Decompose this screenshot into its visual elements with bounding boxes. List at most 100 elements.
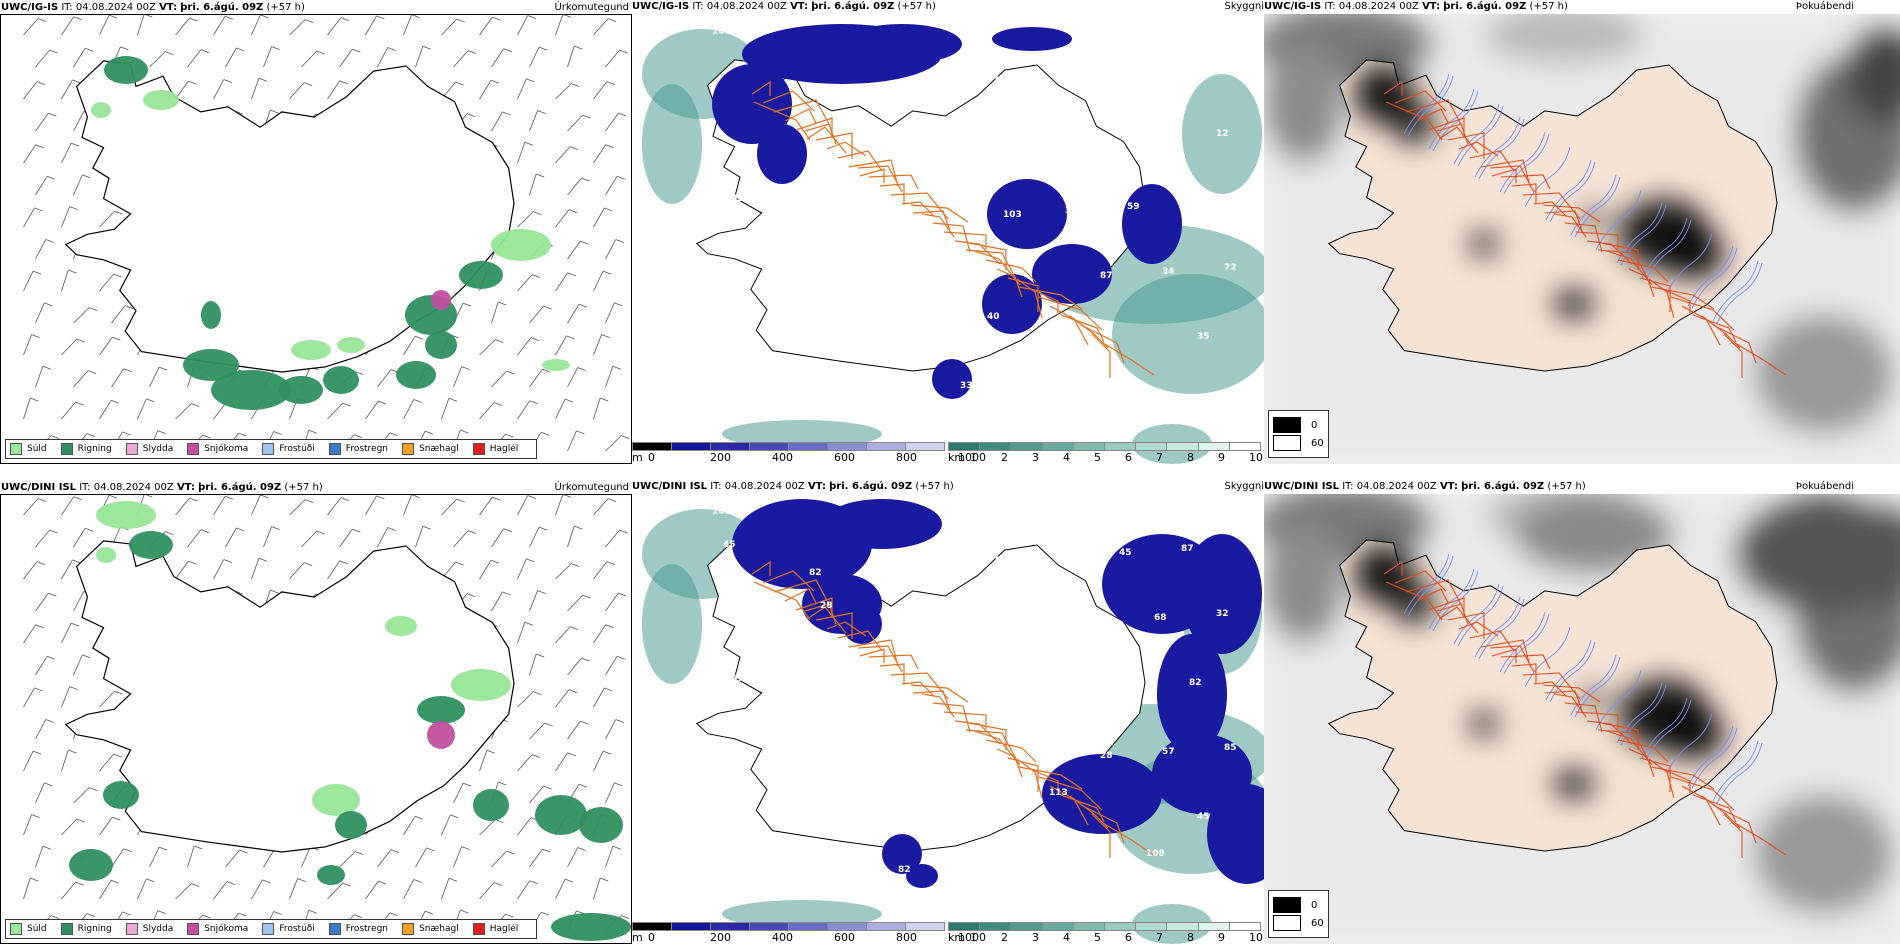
cloud-base-value: 52	[1030, 621, 1043, 631]
colorbar-segment	[827, 442, 867, 451]
legend-item: Súld	[10, 443, 47, 455]
colorbar-tick: 4	[1063, 451, 1070, 464]
colorbar-segment	[671, 442, 711, 451]
cloud-base-value: 113	[1049, 788, 1068, 798]
colorbar-tick: 5	[1094, 931, 1101, 944]
legend-label: Súld	[27, 924, 47, 934]
colorbar-tick: 8	[1187, 931, 1194, 944]
fog-panel-bottom: UWC/DINI ISL IT: 04.08.2024 00Z VT: þri.…	[1264, 481, 1900, 944]
legend-item: Rigning	[60, 923, 112, 935]
legend-swatch	[262, 443, 275, 455]
cloud-base-value: 38	[933, 80, 946, 90]
cloud-base-value: 79	[766, 739, 779, 749]
legend-swatch	[402, 923, 415, 935]
cloud-base-value: 70	[1022, 857, 1035, 867]
colorbar-tick: 2	[1001, 931, 1008, 944]
cloud-base-value: 67	[731, 674, 744, 684]
colorbar-segment	[1135, 442, 1168, 451]
legend-label: Snjókoma	[204, 924, 249, 934]
colorbar-segment	[1072, 442, 1106, 451]
colorbar-segment	[710, 922, 750, 931]
colorbar-segment	[788, 442, 828, 451]
legend-swatch	[187, 443, 200, 455]
fog-panel-label: Þokuábendi	[1795, 481, 1854, 492]
cloud-base-value: 109	[1065, 686, 1084, 696]
fog-legend-item: 0	[1273, 897, 1324, 913]
panel-title: UWC/IG-IS IT: 04.08.2024 00Z VT: þri. 6.…	[632, 1, 936, 12]
cloud-base-value: 95	[863, 800, 876, 810]
colorbar-tick: 3	[1032, 931, 1039, 944]
colorbar-tick: 400	[772, 451, 793, 464]
legend-item: Frostúði	[262, 443, 315, 455]
colorbar-tick: 9	[1218, 451, 1225, 464]
colorbar-tick: 600	[834, 931, 855, 944]
iceland-outline	[64, 60, 515, 373]
colorbar-segment	[632, 442, 672, 451]
fog-legend-label: 0	[1311, 899, 1318, 911]
cloud-base-value: 45	[1119, 548, 1132, 558]
cloud-base-values: 106 87 84 103 87 35 30 89 97 39 34 75 66 38 57 59 72 84 57…	[712, 27, 1237, 403]
cloud-base-value: 32	[1119, 68, 1132, 78]
legend-item: Snjókoma	[187, 923, 248, 935]
cloud-base-value: 97	[968, 145, 981, 155]
panel-title: UWC/DINI ISL IT: 04.08.2024 00Z VT: þri.…	[1264, 481, 1586, 492]
colorbar-tick: 0	[648, 931, 655, 944]
colorbar-tick: 2	[1001, 451, 1008, 464]
legend-item: Frostregn	[328, 443, 388, 455]
colorbar-tick: 3	[1032, 451, 1039, 464]
cloud-base-value: 35	[890, 731, 903, 741]
legend-swatch	[328, 443, 341, 455]
visibility-colorbar: km 1 2 3 4 5 6 7 8 9 10	[948, 922, 1263, 944]
colorbar-segment	[632, 922, 672, 931]
cloud-base-value: 80	[758, 605, 771, 615]
legend-swatch	[402, 443, 415, 455]
colorbar-tick: 9	[1218, 931, 1225, 944]
legend-item: Haglél	[472, 923, 518, 935]
colorbar-segment	[1197, 442, 1230, 451]
road-network	[1383, 560, 1787, 858]
colorbar-segment	[1228, 442, 1262, 451]
cloud-base-value: 79	[1092, 617, 1105, 627]
low-visibility-areas	[642, 29, 1264, 464]
fog-legend-label: 60	[1311, 437, 1324, 449]
legend-swatch	[472, 443, 485, 455]
colorbar-segment	[1104, 922, 1137, 931]
precip-legend: Súld Rigning Slydda Snjókoma Frostúði Frostre…	[5, 439, 538, 459]
panel-title: UWC/IG-IS IT: 04.08.2024 00Z VT: þri. 6.…	[1264, 1, 1568, 12]
colorbar-unit: m	[632, 451, 643, 464]
colorbar-tick: 10	[1249, 451, 1263, 464]
cloud-base-value: 100	[1189, 198, 1208, 208]
legend-item: Frostregn	[328, 923, 388, 935]
cloud-base-value: 106	[712, 27, 731, 37]
colorbar-tick: 6	[1125, 451, 1132, 464]
legend-label: Rigning	[77, 444, 112, 454]
cloud-base-value: 85	[1224, 743, 1237, 753]
fog-dark-areas	[1354, 64, 1724, 318]
colorbar-segment	[671, 922, 711, 931]
cloud-base-value: 89	[871, 84, 884, 94]
colorbar-tick: 1	[970, 451, 977, 464]
cloud-base-value: 31	[1057, 72, 1070, 82]
cloud-base-value: 136	[1022, 377, 1041, 387]
colorbar-segment	[1166, 922, 1199, 931]
visibility-panel-bottom: UWC/DINI ISL IT: 04.08.2024 00Z VT: þri.…	[632, 481, 1264, 944]
precip-type-panel-bottom: UWC/DINI ISL IT: 04.08.2024 00Z VT: þri.…	[0, 482, 632, 944]
colorbar-segment	[1072, 922, 1106, 931]
cloud-base-value: 30	[774, 393, 787, 403]
road-network	[751, 80, 1155, 378]
colorbar-segment	[866, 442, 906, 451]
legend-label: Slydda	[142, 444, 174, 454]
cloud-base-value: 82	[809, 568, 822, 578]
colorbar-segment	[1104, 442, 1137, 451]
cloud-base-value: 98	[828, 735, 841, 745]
cloud-base-value: 75	[1127, 682, 1140, 692]
colorbar-tick: 1000	[958, 451, 986, 464]
colorbar-segment	[1197, 922, 1230, 931]
cloud-base-value: 30	[925, 316, 938, 326]
precip-panel-label: Úrkomutegund	[554, 482, 629, 493]
colorbar-tick: 7	[1156, 451, 1163, 464]
cloud-base-colorbar: m 0 200 400 600 800 1000	[632, 442, 986, 464]
precip-map	[23, 495, 631, 941]
visibility-panel-top: UWC/IG-IS IT: 04.08.2024 00Z VT: þri. 6.…	[632, 1, 1264, 464]
colorbar-segment	[866, 922, 906, 931]
